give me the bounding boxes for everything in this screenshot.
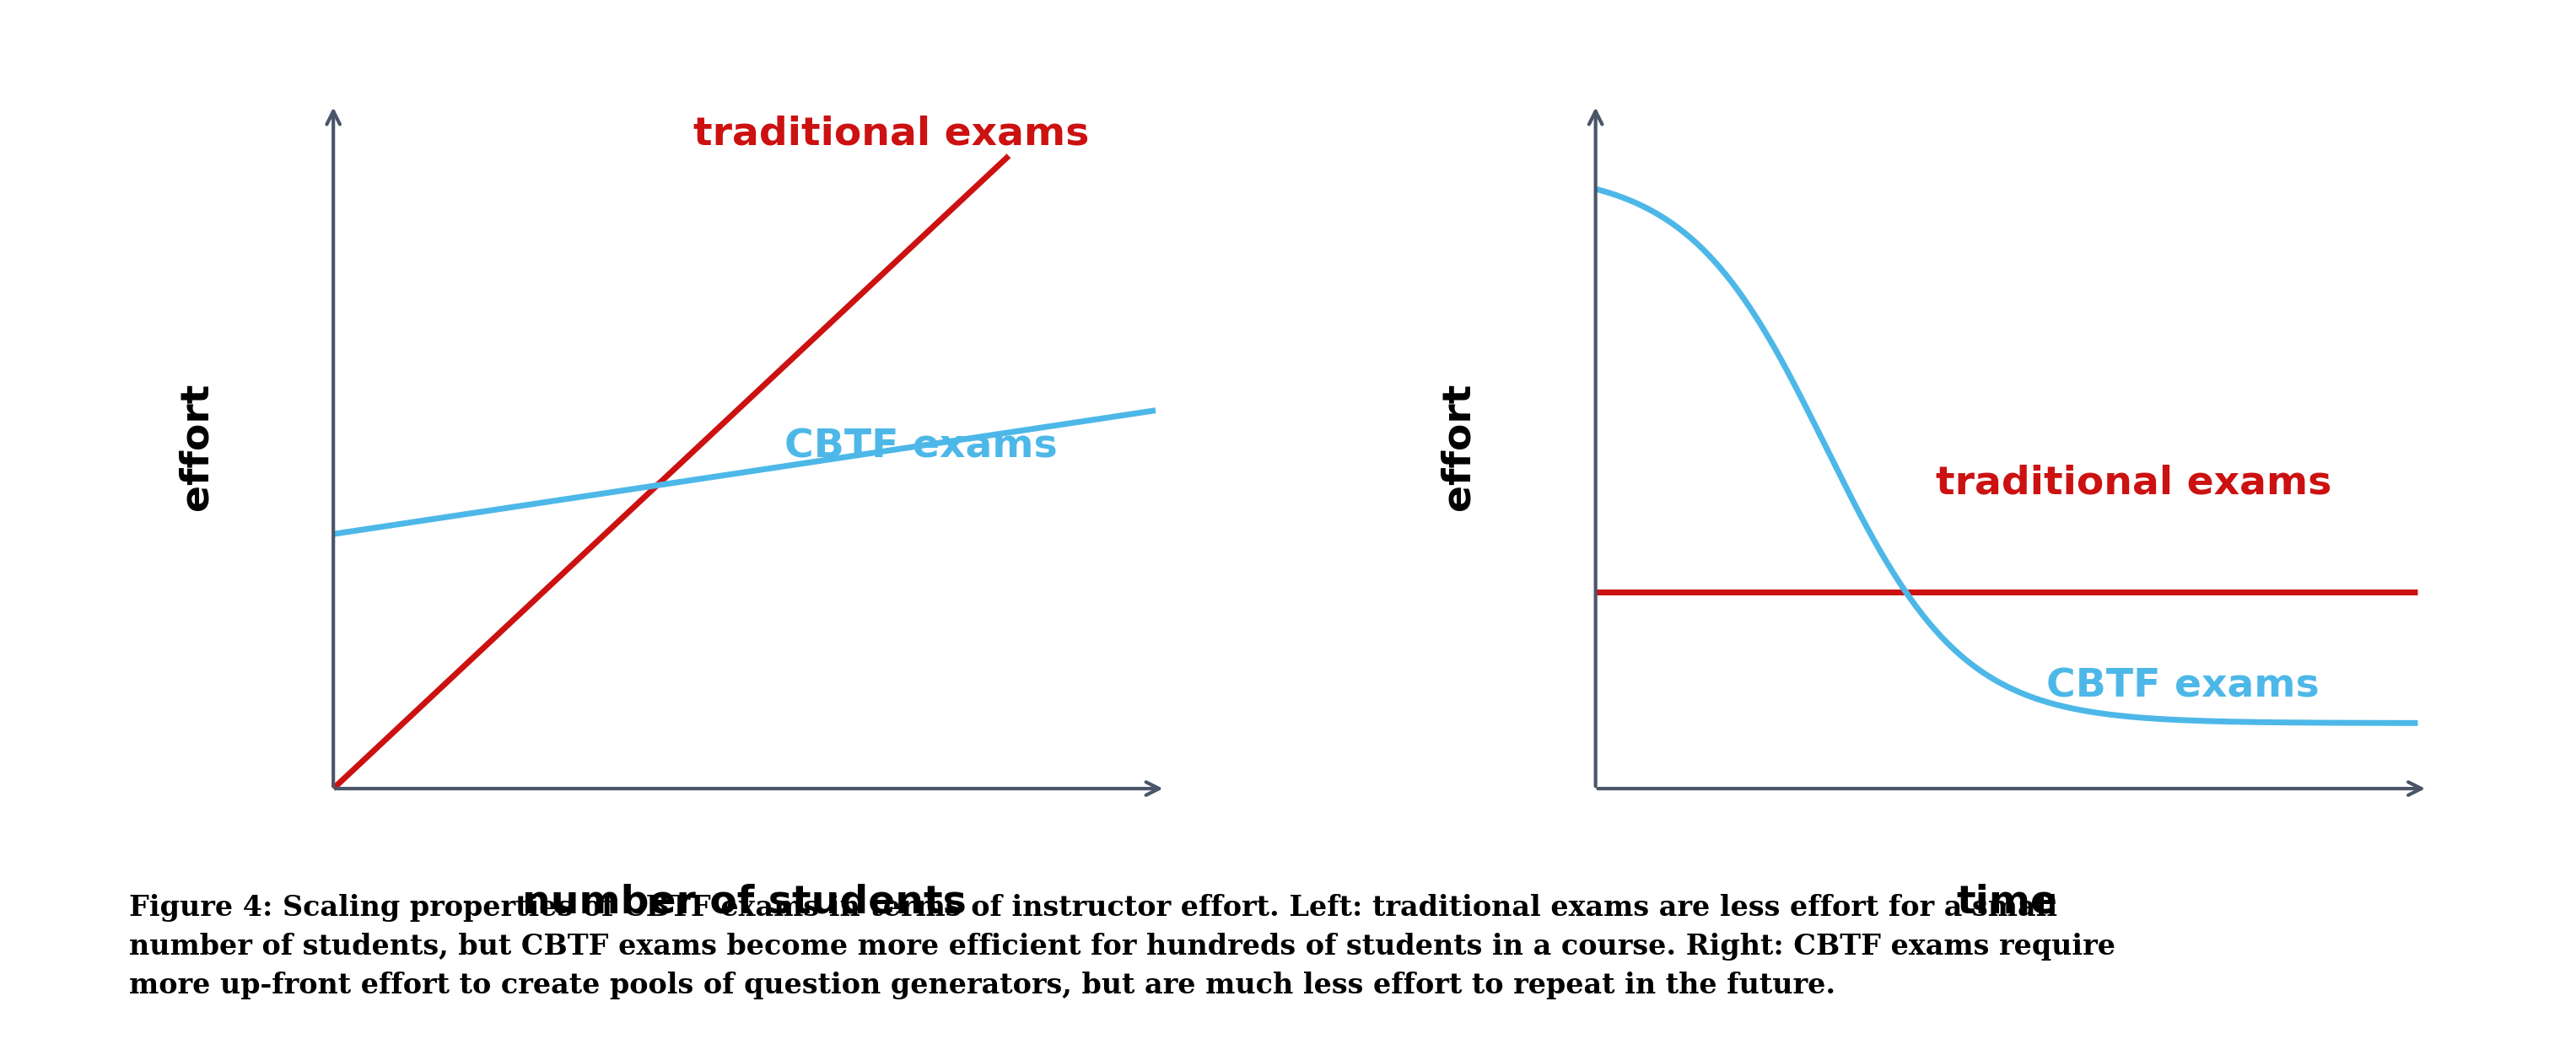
Text: effort: effort (1440, 383, 1479, 510)
Text: time: time (1955, 883, 2058, 922)
Text: CBTF exams: CBTF exams (2045, 668, 2318, 705)
Text: traditional exams: traditional exams (693, 115, 1090, 153)
Text: CBTF exams: CBTF exams (783, 428, 1056, 465)
Text: number of students: number of students (523, 883, 966, 922)
Text: effort: effort (178, 383, 216, 510)
Text: traditional exams: traditional exams (1937, 464, 2331, 502)
Text: Figure 4: Scaling properties of CBTF exams in terms of instructor effort. Left: : Figure 4: Scaling properties of CBTF exa… (129, 894, 2115, 998)
